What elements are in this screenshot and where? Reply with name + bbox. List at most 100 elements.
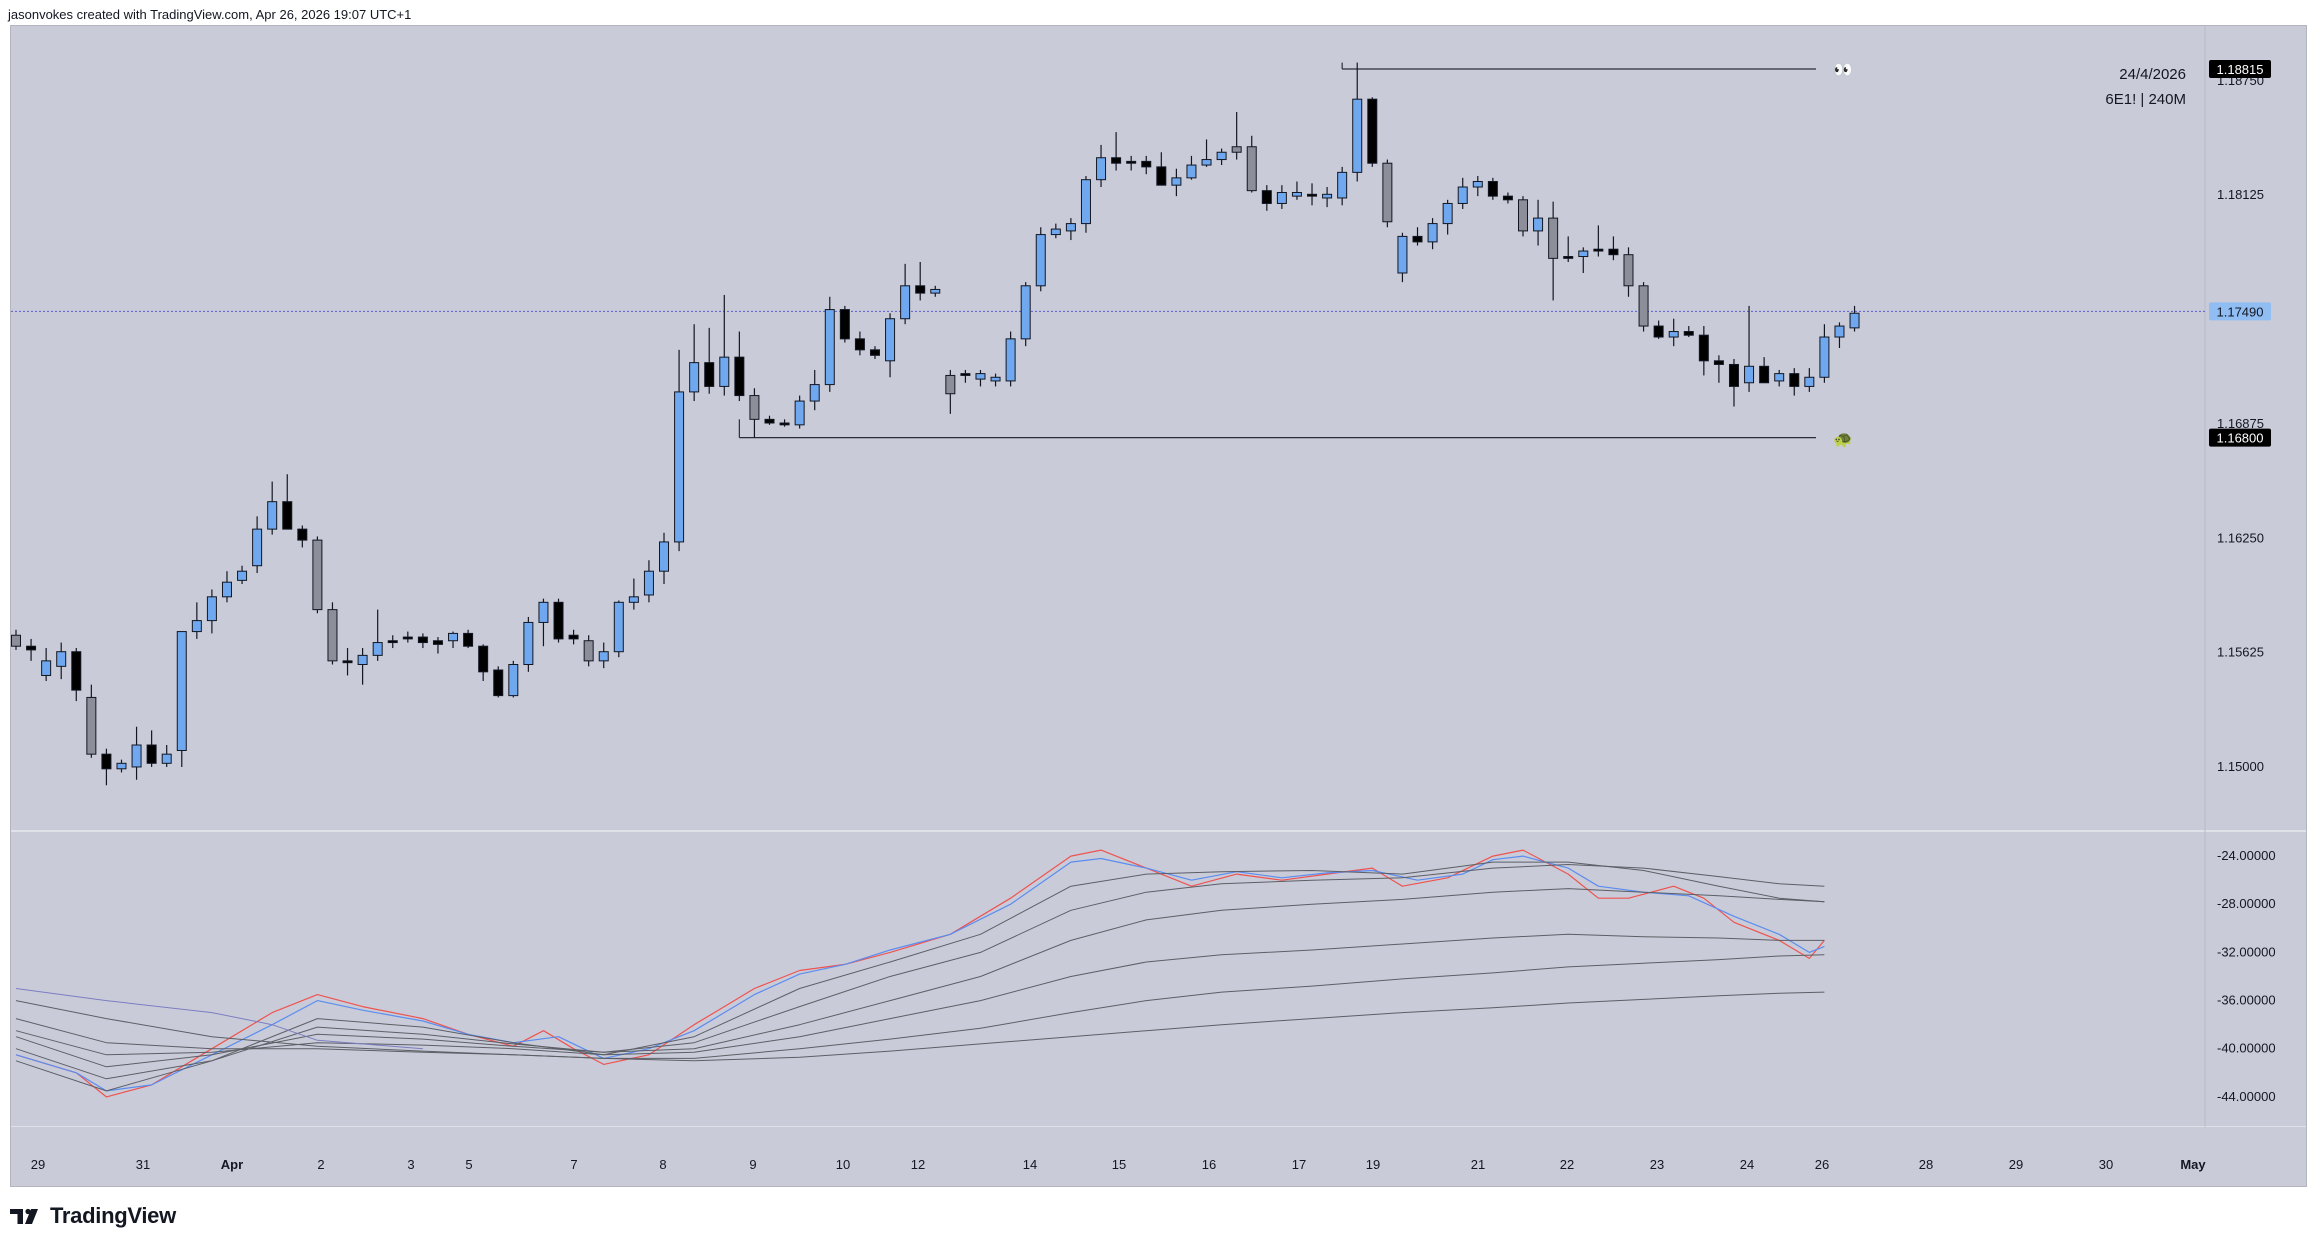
time-axis-label: 19 (1366, 1157, 1380, 1172)
candle-body (1623, 254, 1634, 287)
time-axis-label: 23 (1650, 1157, 1664, 1172)
candle (1608, 236, 1619, 261)
candle (221, 571, 232, 603)
candle-body (1728, 363, 1739, 387)
time-axis-label: 10 (836, 1157, 850, 1172)
candle-body (1578, 250, 1589, 258)
oscillator-line (15, 855, 1825, 1092)
candle (1276, 185, 1287, 209)
candle (1096, 144, 1107, 187)
candle-body (779, 422, 790, 426)
candle-body (131, 744, 142, 768)
candle (1563, 236, 1574, 263)
candle (1065, 218, 1076, 241)
candle-body (26, 645, 37, 651)
candle (252, 516, 263, 574)
candle-body (237, 570, 248, 581)
oscillator-axis-label: -32.00000 (2217, 944, 2276, 959)
candle-body (1367, 98, 1378, 164)
candle-body (1126, 160, 1137, 164)
candle-body (372, 642, 383, 656)
time-axis-label: May (2180, 1157, 2206, 1172)
candle (297, 525, 308, 548)
legend-date: 24/4/2026 (2119, 66, 2186, 83)
oscillator-axis-label: -40.00000 (2217, 1041, 2276, 1056)
candle-body (508, 664, 519, 697)
oscillator-axis-label: -44.00000 (2217, 1089, 2276, 1104)
candle (1427, 218, 1438, 250)
candle-body (1533, 217, 1544, 232)
candle-body (1713, 360, 1724, 365)
eyes-marker: 👀 (1833, 62, 1853, 79)
candle (1020, 282, 1031, 347)
candle-body (734, 356, 745, 397)
tradingview-logo[interactable]: TradingView (10, 1203, 176, 1229)
candle (568, 629, 579, 645)
candle (613, 600, 624, 658)
candle (237, 565, 248, 585)
candle-body (221, 581, 232, 598)
candle (1774, 369, 1785, 387)
oscillator-line (15, 933, 1825, 1056)
candle (523, 616, 534, 672)
chart-frame[interactable]: 👀 🐢 1.18750 1.18125 1.16875 1.16250 1.15625 1.… (10, 25, 2307, 1187)
high-price-tag-text: 1.18815 (2217, 62, 2264, 77)
candle-body (1291, 191, 1302, 197)
candle (1502, 192, 1513, 204)
price-axis-label: 1.16250 (2217, 530, 2264, 545)
candle (508, 660, 519, 698)
candle-body (900, 285, 911, 320)
candle-body (1774, 373, 1785, 382)
time-axis-label: Apr (221, 1157, 243, 1172)
candle-body (1849, 312, 1860, 329)
candle (146, 730, 157, 767)
chart-canvas[interactable]: 👀🐢 1.187501.181251.168751.162501.156251.… (11, 26, 2306, 1186)
tradingview-wordmark: TradingView (50, 1203, 176, 1228)
candle (1442, 199, 1453, 235)
candle (1126, 155, 1137, 171)
candle (1171, 168, 1182, 197)
candle (1578, 247, 1589, 273)
candle-body (312, 539, 323, 611)
candle-body (342, 660, 353, 664)
grid-layer (11, 26, 2306, 1186)
candle (1849, 305, 1860, 332)
candle-body (583, 640, 594, 662)
candle-body (432, 640, 443, 645)
candle-body (1653, 325, 1664, 338)
candle (116, 759, 127, 773)
time-axis-label: 29 (31, 1157, 45, 1172)
price-axis-label: 1.18125 (2217, 187, 2264, 202)
low-price-tag-bg (2209, 428, 2271, 447)
candle (1186, 155, 1197, 180)
candle-body (1231, 146, 1242, 153)
time-axis-label: 8 (659, 1157, 666, 1172)
candle (101, 748, 112, 786)
candle (659, 532, 670, 585)
candle-body (1834, 325, 1845, 338)
candle-body (1608, 248, 1619, 256)
time-axis-label: 17 (1292, 1157, 1306, 1172)
price-tags: 1.18815 1.17490 1.16800 (2209, 59, 2271, 447)
candle-body (1276, 191, 1287, 204)
candle-body (297, 528, 308, 541)
candle-body (206, 596, 217, 622)
candle-body (1442, 202, 1453, 225)
candle (1683, 326, 1694, 338)
oscillator-line (15, 849, 1825, 1098)
candle (1593, 225, 1604, 257)
time-axis-label: 16 (1202, 1157, 1216, 1172)
candle-body (1457, 186, 1468, 204)
candle-body (417, 636, 428, 644)
candle-body (975, 373, 986, 380)
current-price-tag-bg (2209, 302, 2271, 321)
candle (915, 262, 926, 301)
candle-body (1819, 336, 1830, 378)
candle-body (1035, 234, 1046, 287)
oscillator-line (15, 988, 423, 1050)
candle (267, 481, 278, 535)
candle (342, 648, 353, 676)
candle (704, 327, 715, 394)
candle-body (161, 753, 172, 764)
candle (553, 598, 564, 643)
